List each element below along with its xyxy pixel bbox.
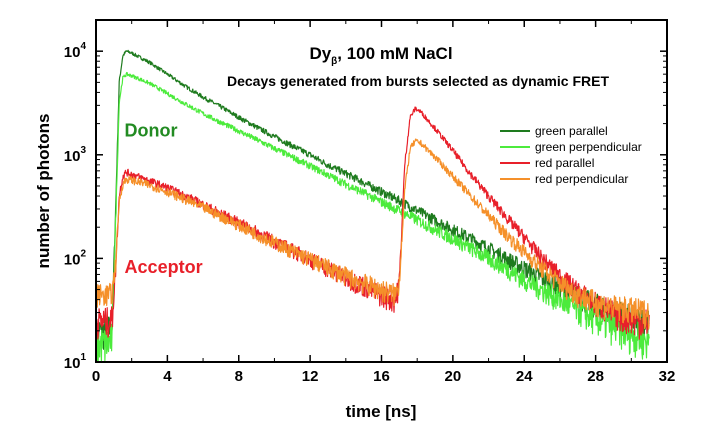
x-axis-title: time [ns] [346, 402, 417, 421]
chart-title-subscript: β [331, 56, 337, 67]
x-tick-label: 16 [373, 368, 390, 385]
y-axis-title: number of photons [34, 114, 53, 269]
annotation-acceptor: Acceptor [125, 257, 203, 277]
series-line-green-perpendicular [95, 71, 650, 363]
legend: green parallel green perpendicular red par… [500, 124, 642, 186]
series-line-red-perpendicular [95, 138, 650, 330]
chart-subtitle: Decays generated from bursts selected as… [227, 73, 609, 89]
x-tick-labels: 0 4 8 12 16 20 24 28 32 [92, 368, 676, 385]
chart-title-main: Dy [309, 44, 331, 63]
legend-label: red parallel [535, 156, 594, 170]
annotations: Donor Acceptor [125, 121, 203, 278]
x-tick-label: 12 [302, 368, 319, 385]
series-layer [95, 49, 650, 363]
axis-ticks [95, 19, 668, 363]
legend-label: green parallel [535, 124, 608, 138]
x-tick-label: 28 [587, 368, 604, 385]
chart-title: Dyβ, 100 mM NaCl [309, 44, 452, 67]
x-tick-label: 24 [516, 368, 533, 385]
x-tick-label: 32 [659, 368, 676, 385]
y-tick-label: 104 [64, 41, 87, 61]
series-line-green-parallel [95, 49, 650, 353]
y-tick-labels: 101 102 103 104 [64, 41, 87, 372]
legend-label: red perpendicular [535, 172, 628, 186]
y-tick-label: 101 [64, 352, 87, 372]
chart-title-rest: , 100 mM NaCl [337, 44, 452, 63]
x-tick-label: 8 [235, 368, 243, 385]
x-tick-label: 0 [92, 368, 100, 385]
annotation-donor: Donor [125, 121, 178, 141]
legend-label: green perpendicular [535, 140, 642, 154]
y-tick-label: 103 [64, 145, 87, 165]
x-tick-label: 4 [163, 368, 172, 385]
y-tick-label: 102 [64, 248, 87, 268]
x-tick-label: 20 [445, 368, 462, 385]
